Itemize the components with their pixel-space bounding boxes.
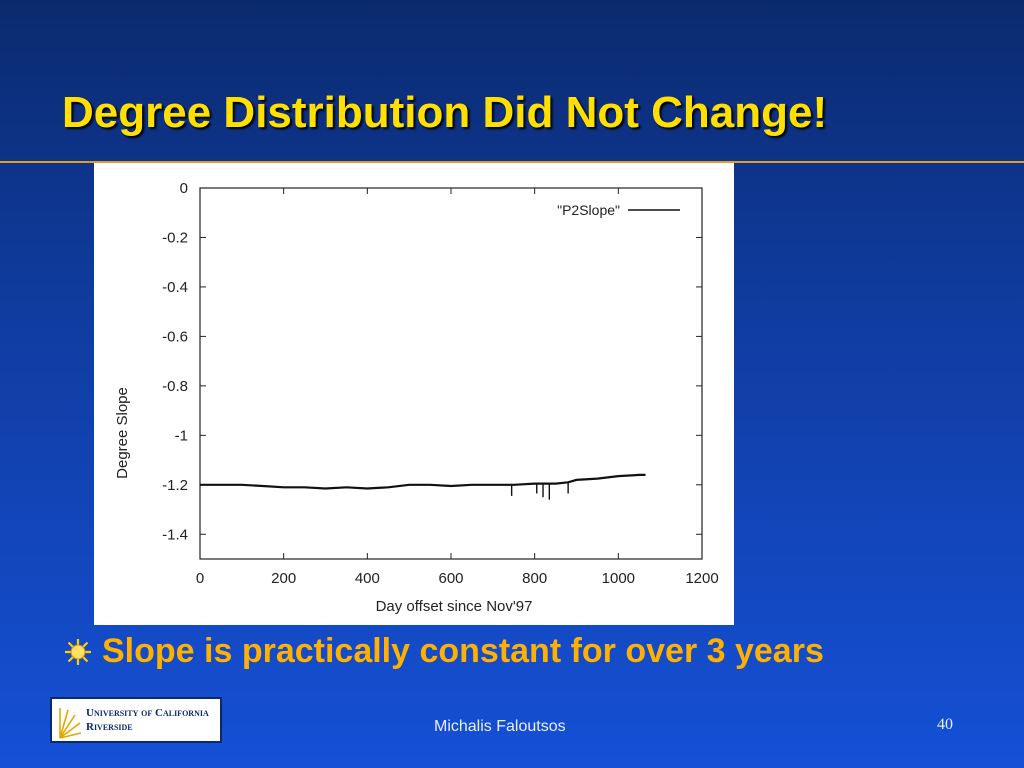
page-number: 40 [937, 716, 953, 733]
ucr-logo: University of California Riverside [50, 697, 222, 743]
y-tick-label: 0 [180, 180, 188, 197]
chart-panel: 0 -0.2 -0.4 -0.6 -0.8 -1 -1.2 -1.4 0 200 400 600 800… [94, 163, 734, 625]
logo-line-1: University of California [86, 707, 209, 719]
x-tick-label: 0 [196, 570, 204, 587]
plot-frame [199, 187, 703, 560]
bullet-point: Slope is practically constant for over 3… [64, 632, 824, 671]
y-axis-label: Degree Slope [114, 387, 131, 479]
x-tick-label: 1200 [685, 570, 718, 587]
x-tick-label: 400 [355, 570, 380, 587]
x-tick-label: 1000 [602, 570, 635, 587]
bullet-text: Slope is practically constant for over 3… [102, 632, 824, 670]
ucr-sun-logo-icon [59, 708, 82, 739]
series-line-p2slope [200, 473, 646, 490]
y-tick-label: -1.2 [162, 477, 188, 494]
x-axis-label: Day offset since Nov'97 [376, 598, 533, 615]
sun-bullet-icon [65, 638, 91, 665]
y-tick-label: -1.4 [162, 526, 188, 543]
x-tick-label: 800 [522, 570, 547, 587]
y-tick-label: -0.6 [162, 328, 188, 345]
footer-author: Michalis Faloutsos [434, 718, 566, 735]
y-tick-label: -1 [175, 427, 188, 444]
title-divider [0, 161, 1024, 163]
y-tick-label: -0.4 [162, 279, 188, 296]
legend-label: "P2Slope" [557, 202, 620, 218]
logo-line-2: Riverside [86, 721, 133, 733]
y-tick-label: -0.8 [162, 378, 188, 395]
slide-title: Degree Distribution Did Not Change! [62, 88, 828, 137]
y-tick-label: -0.2 [162, 229, 188, 246]
x-tick-label: 600 [438, 570, 463, 587]
x-tick-label: 200 [271, 570, 296, 587]
degree-slope-chart: 0 -0.2 -0.4 -0.6 -0.8 -1 -1.2 -1.4 0 200 400 600 800… [114, 180, 719, 615]
